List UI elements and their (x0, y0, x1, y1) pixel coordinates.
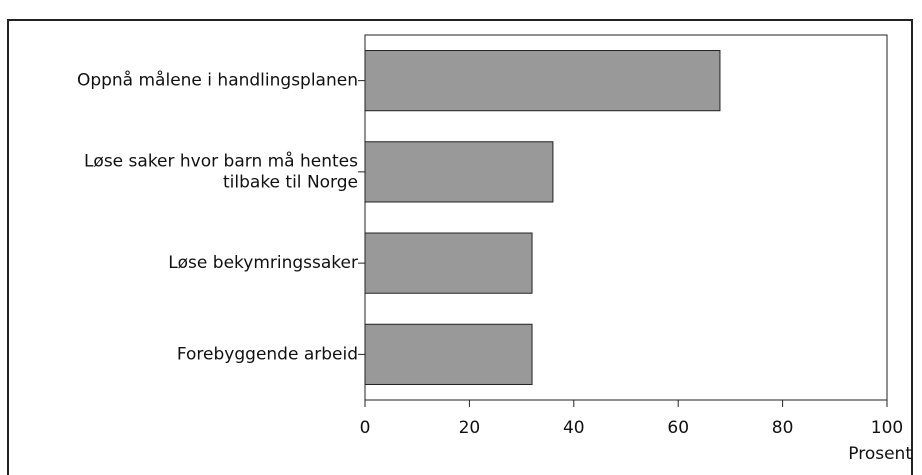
y-tick-label: Løse bekymringssaker (168, 253, 358, 273)
x-tick-label: 100 (871, 418, 903, 438)
y-tick-label: Oppnå målene i handlingsplanen (77, 70, 358, 91)
x-axis-label: Prosent (848, 444, 912, 464)
y-tick-label: Løse saker hvor barn må hentes tilbake ti… (84, 150, 358, 192)
bar (364, 232, 533, 294)
frame (7, 19, 913, 475)
bar (364, 50, 721, 112)
x-tick-label: 0 (360, 418, 371, 438)
x-tick-label: 60 (667, 418, 689, 438)
bar (364, 141, 554, 203)
x-tick-label: 40 (563, 418, 585, 438)
y-tick-label: Forebyggende arbeid (177, 344, 358, 364)
x-tick-label: 80 (772, 418, 794, 438)
bar (364, 323, 533, 385)
x-tick-label: 20 (459, 418, 481, 438)
plot-area (364, 34, 888, 401)
